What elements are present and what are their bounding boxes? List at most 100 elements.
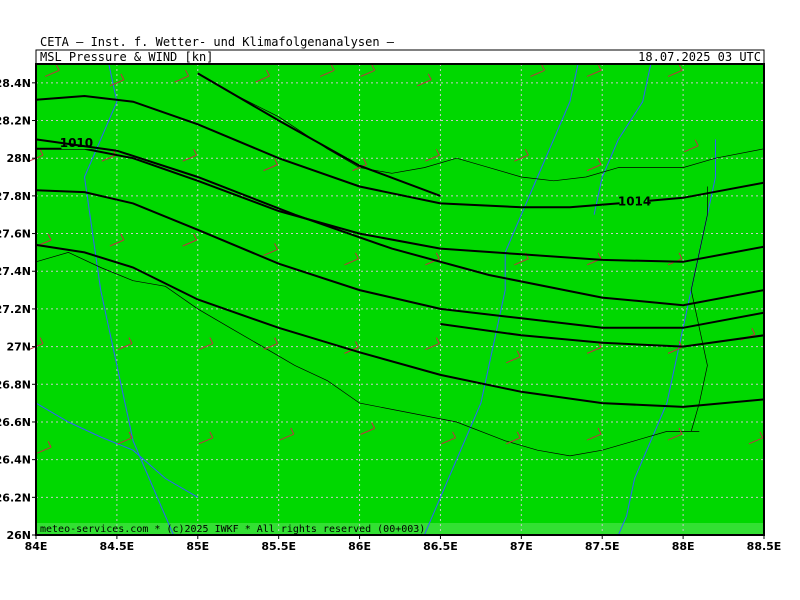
wind-barb-staff xyxy=(117,343,133,351)
footer-credit: meteo-services.com * (c)2025 IWKF * All … xyxy=(40,524,425,535)
wind-barb-staff xyxy=(514,154,529,162)
wind-barb xyxy=(441,431,456,445)
wind-barb-feather xyxy=(597,158,602,165)
wind-barbs xyxy=(28,64,764,454)
wind-barb-staff xyxy=(182,154,197,162)
wind-barb-staff xyxy=(684,145,699,153)
wind-barb-staff xyxy=(109,79,125,87)
wind-barb-feather xyxy=(678,64,683,71)
isobar-line xyxy=(36,147,765,263)
wind-barb-staff xyxy=(360,69,375,77)
river-line xyxy=(35,402,199,498)
river-line xyxy=(83,63,174,536)
wind-barb-feather xyxy=(185,69,190,77)
wind-barb-feather xyxy=(55,64,60,71)
wind-barb xyxy=(360,422,376,435)
wind-barb-feather xyxy=(266,69,270,77)
isobar-line xyxy=(35,189,765,329)
wind-barb xyxy=(425,252,440,266)
wind-barb xyxy=(530,64,545,77)
wind-barb-feather xyxy=(435,252,440,260)
y-tick-label: 26.2N xyxy=(0,491,31,504)
x-tick-label: 84E xyxy=(25,540,48,553)
isobar-label: 1014 xyxy=(618,195,651,209)
wind-barb-feather xyxy=(274,243,279,250)
isobar-label-bg xyxy=(619,193,650,208)
map-subtitle: MSL_Pressure_&_WIND [kn] xyxy=(40,50,213,64)
wind-barb-staff xyxy=(44,69,60,77)
y-tick-label: 27.4N xyxy=(0,265,31,278)
wind-barb-staff xyxy=(101,154,116,162)
wind-barb-feather xyxy=(209,431,214,439)
wind-barb-staff xyxy=(263,164,278,172)
wind-barb-staff xyxy=(417,79,432,87)
y-tick-label: 27.6N xyxy=(0,228,31,241)
wind-barb-feather xyxy=(47,233,52,241)
wind-barb-staff xyxy=(514,258,529,266)
wind-barb xyxy=(117,431,133,445)
wind-barb-staff xyxy=(36,446,52,454)
wind-barb xyxy=(198,337,214,351)
wind-barb-feather xyxy=(355,341,359,348)
wind-barb-feather xyxy=(371,422,376,429)
isobar-line xyxy=(440,323,765,348)
wind-barb xyxy=(182,148,198,162)
wind-barb xyxy=(352,158,368,172)
wind-barb-staff xyxy=(255,75,270,83)
wind-barb-feather xyxy=(435,148,440,156)
wind-barb-staff xyxy=(586,69,602,77)
wind-barb-staff xyxy=(530,69,545,77)
map-title: CETA — Inst. f. Wetter- und Klimafolgena… xyxy=(40,35,395,49)
wind-barb xyxy=(514,148,529,162)
x-tick-label: 88E xyxy=(672,540,695,553)
wind-barb-staff xyxy=(117,437,133,445)
wind-barb-staff xyxy=(506,437,521,445)
wind-barb-staff xyxy=(425,258,440,266)
wind-barb-staff xyxy=(586,164,602,172)
wind-barb xyxy=(182,233,198,247)
wind-barb xyxy=(263,158,279,172)
wind-barb xyxy=(174,69,190,83)
wind-barb-staff xyxy=(667,346,683,354)
wind-barb xyxy=(586,158,602,172)
x-tick-label: 86.5E xyxy=(423,540,458,553)
wind-barb-staff xyxy=(667,433,683,441)
valid-time: 18.07.2025 03 UTC xyxy=(638,50,761,64)
x-tick-label: 87.5E xyxy=(585,540,620,553)
wind-barb xyxy=(425,337,440,351)
river-line xyxy=(423,63,579,536)
wind-barb-feather xyxy=(330,64,335,71)
wind-barb-feather xyxy=(120,73,125,81)
y-tick-label: 27.2N xyxy=(0,303,31,316)
wind-barb-staff xyxy=(320,69,335,77)
river-line xyxy=(593,63,652,215)
y-tick-label: 26.4N xyxy=(0,454,31,467)
isobar-line xyxy=(35,243,765,408)
wind-barb-staff xyxy=(344,258,359,266)
y-tick-label: 28.2N xyxy=(0,115,31,128)
wind-barb-feather xyxy=(39,337,44,344)
wind-barb-feather xyxy=(274,337,279,344)
wind-barb-staff xyxy=(279,433,294,441)
wind-barb xyxy=(667,427,683,441)
wind-barb-feather xyxy=(541,64,545,71)
wind-barb xyxy=(44,64,60,77)
x-tick-label: 87E xyxy=(510,540,533,553)
wind-barb-staff xyxy=(263,248,278,256)
wind-barb-staff xyxy=(360,427,375,435)
wind-barb-staff xyxy=(174,75,189,83)
wind-barb xyxy=(263,243,279,256)
wind-barb-feather xyxy=(516,431,521,439)
wind-barb-staff xyxy=(109,239,125,247)
y-tick-label: 26N xyxy=(6,529,31,542)
wind-barb-staff xyxy=(667,69,683,77)
wind-barb-feather xyxy=(597,64,602,71)
wind-barb xyxy=(36,440,52,454)
wind-barb xyxy=(360,64,376,77)
wind-barb-staff xyxy=(506,356,521,364)
wind-barb-feather xyxy=(120,233,125,241)
wind-barb-feather xyxy=(39,148,44,156)
wind-barb-feather xyxy=(363,158,368,165)
